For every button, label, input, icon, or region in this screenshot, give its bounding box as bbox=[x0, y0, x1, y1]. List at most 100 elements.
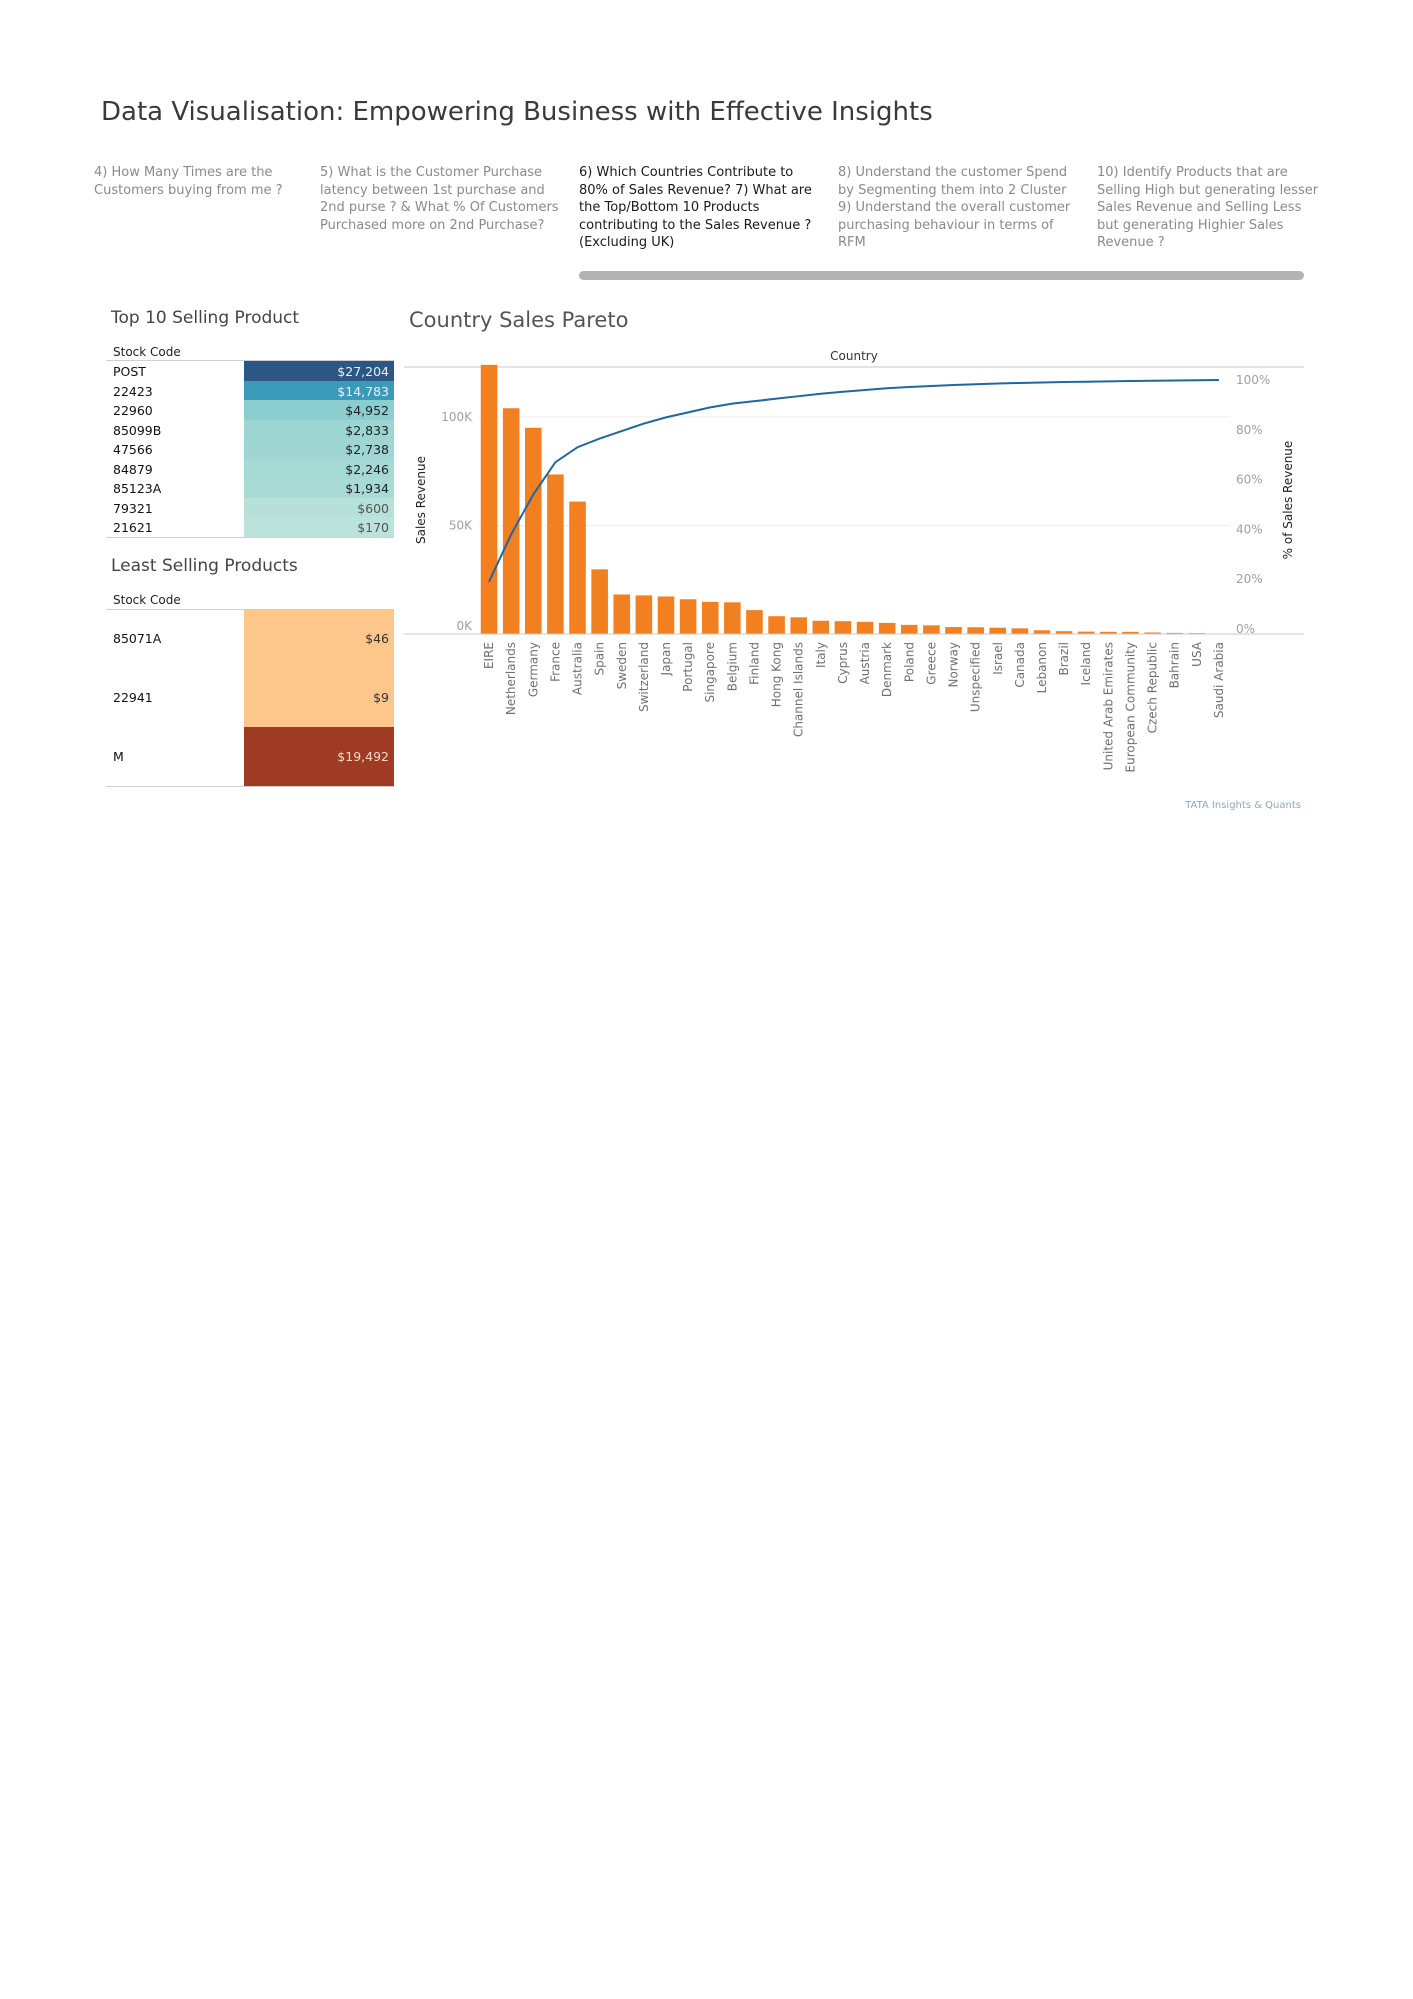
top10-sales-value: $2,246 bbox=[345, 461, 389, 477]
bar-sweden bbox=[613, 594, 631, 634]
bar-austria bbox=[856, 621, 874, 634]
x-tick-label: Spain bbox=[593, 642, 607, 676]
bar-lebanon bbox=[1033, 630, 1051, 634]
top10-row: 22423 $14,783 bbox=[106, 380, 394, 400]
top10-stock-code: 21621 bbox=[113, 520, 153, 535]
bar-unspecified bbox=[967, 627, 984, 634]
top10-header-divider bbox=[106, 360, 394, 361]
y-tick-label: 50K bbox=[449, 518, 473, 532]
least-sales-value: $46 bbox=[365, 631, 389, 646]
bar-netherlands bbox=[502, 408, 520, 634]
top10-row: 21621 $170 bbox=[106, 517, 394, 537]
x-tick-label: Saudi Arabia bbox=[1212, 642, 1226, 718]
bar-germany bbox=[525, 427, 542, 634]
top10-stock-code: 85099B bbox=[113, 422, 162, 438]
top10-stock-code: 22960 bbox=[113, 403, 153, 418]
top10-sales-value: $170 bbox=[357, 520, 389, 535]
least-row: M $19,492 bbox=[106, 727, 394, 786]
least-title: Least Selling Products bbox=[111, 556, 298, 576]
bar-channel-islands bbox=[790, 617, 807, 634]
y2-tick-label: 100% bbox=[1236, 373, 1270, 387]
least-sales-value: $19,492 bbox=[337, 749, 389, 764]
x-axis-label: Country bbox=[830, 349, 878, 363]
x-tick-label: Italy bbox=[814, 642, 828, 668]
top10-stock-code: POST bbox=[113, 364, 146, 379]
chart-title: Country Sales Pareto bbox=[409, 308, 628, 332]
y-tick-label: 0K bbox=[456, 619, 473, 633]
top10-row: 22960 $4,952 bbox=[106, 400, 394, 420]
least-stock-code: M bbox=[113, 749, 124, 764]
tab-product-revenue-mismatch[interactable]: 10) Identify Products that are Selling H… bbox=[1097, 165, 1319, 250]
top10-sales-value: $27,204 bbox=[337, 364, 389, 379]
x-tick-label: Unspecified bbox=[969, 642, 983, 712]
top10-stock-code: 85123A bbox=[113, 481, 162, 496]
bar-japan bbox=[657, 596, 675, 634]
top10-value-cell: $2,246 bbox=[244, 458, 394, 478]
least-bottom-divider bbox=[106, 786, 394, 787]
bar-czech-republic bbox=[1144, 632, 1161, 634]
top10-sales-value: $600 bbox=[357, 500, 389, 516]
top10-value-cell: $27,204 bbox=[244, 361, 394, 381]
x-tick-label: Channel Islands bbox=[792, 642, 806, 737]
y2-tick-label: 40% bbox=[1236, 522, 1263, 536]
x-tick-label: United Arab Emirates bbox=[1101, 642, 1115, 770]
bar-bahrain bbox=[1166, 632, 1183, 634]
bar-australia bbox=[569, 501, 586, 634]
page-title: Data Visualisation: Empowering Business … bbox=[101, 97, 933, 127]
tab-scrollbar[interactable] bbox=[579, 271, 1304, 280]
least-row: 85071A $46 bbox=[106, 609, 394, 668]
top10-row: POST $27,204 bbox=[106, 361, 394, 381]
top10-row: 79321 $600 bbox=[106, 497, 394, 517]
bar-italy bbox=[812, 620, 830, 634]
x-tick-label: Iceland bbox=[1079, 642, 1093, 685]
x-tick-label: Japan bbox=[659, 642, 673, 676]
least-stock-code: 85071A bbox=[113, 631, 162, 646]
x-tick-label: Hong Kong bbox=[770, 642, 784, 707]
x-tick-label: Poland bbox=[902, 642, 916, 682]
tab-purchase-frequency[interactable]: 4) How Many Times are the Customers buyi… bbox=[94, 165, 283, 198]
bar-switzerland bbox=[635, 595, 653, 634]
x-tick-label: Belgium bbox=[725, 642, 739, 691]
tab-purchase-latency[interactable]: 5) What is the Customer Purchase latency… bbox=[320, 165, 559, 233]
top10-row: 85123A $1,934 bbox=[106, 478, 394, 498]
bar-portugal bbox=[679, 599, 697, 634]
x-tick-label: Bahrain bbox=[1168, 642, 1182, 688]
x-tick-label: Finland bbox=[747, 642, 761, 685]
x-tick-label: Netherlands bbox=[504, 642, 518, 715]
y2-tick-label: 80% bbox=[1236, 423, 1263, 437]
bar-norway bbox=[945, 627, 962, 634]
top10-stock-code: 84879 bbox=[113, 461, 153, 477]
bar-spain bbox=[591, 569, 608, 634]
top10-value-cell: $14,783 bbox=[244, 380, 394, 400]
top10-bottom-divider bbox=[106, 537, 394, 538]
top10-value-cell: $2,738 bbox=[244, 439, 394, 459]
tab-country-contribution[interactable]: 6) Which Countries Contribute to 80% of … bbox=[579, 165, 812, 250]
least-column-header: Stock Code bbox=[113, 593, 181, 607]
top10-value-cell: $170 bbox=[244, 517, 394, 537]
top10-value-cell: $1,934 bbox=[244, 478, 394, 498]
bar-israel bbox=[989, 627, 1007, 634]
top10-stock-code: 47566 bbox=[113, 442, 153, 457]
y2-tick-label: 20% bbox=[1236, 572, 1263, 586]
least-value-cell: $46 bbox=[244, 609, 394, 668]
x-tick-label: Australia bbox=[571, 642, 585, 695]
x-tick-label: Singapore bbox=[703, 642, 717, 703]
bar-singapore bbox=[701, 601, 719, 634]
bar-iceland bbox=[1077, 631, 1095, 634]
x-tick-label: European Community bbox=[1123, 642, 1137, 772]
tab-customer-segmentation[interactable]: 8) Understand the customer Spend by Segm… bbox=[838, 165, 1071, 250]
y-tick-label: 100K bbox=[441, 410, 473, 424]
cumulative-percent-line bbox=[488, 379, 1219, 583]
bar-france bbox=[547, 474, 564, 634]
top10-stock-code: 79321 bbox=[113, 500, 153, 516]
top10-column-header: Stock Code bbox=[113, 345, 181, 359]
x-tick-label: Denmark bbox=[880, 642, 894, 697]
x-tick-label: Austria bbox=[858, 642, 872, 684]
top10-row: 84879 $2,246 bbox=[106, 458, 394, 478]
x-tick-label: Portugal bbox=[681, 642, 695, 692]
bar-greece bbox=[923, 625, 940, 634]
top10-sales-value: $2,833 bbox=[345, 422, 389, 438]
top10-row: 85099B $2,833 bbox=[106, 419, 394, 439]
bar-united-arab-emirates bbox=[1100, 631, 1117, 634]
footer-note: TATA Insights & Quants bbox=[1185, 800, 1301, 811]
